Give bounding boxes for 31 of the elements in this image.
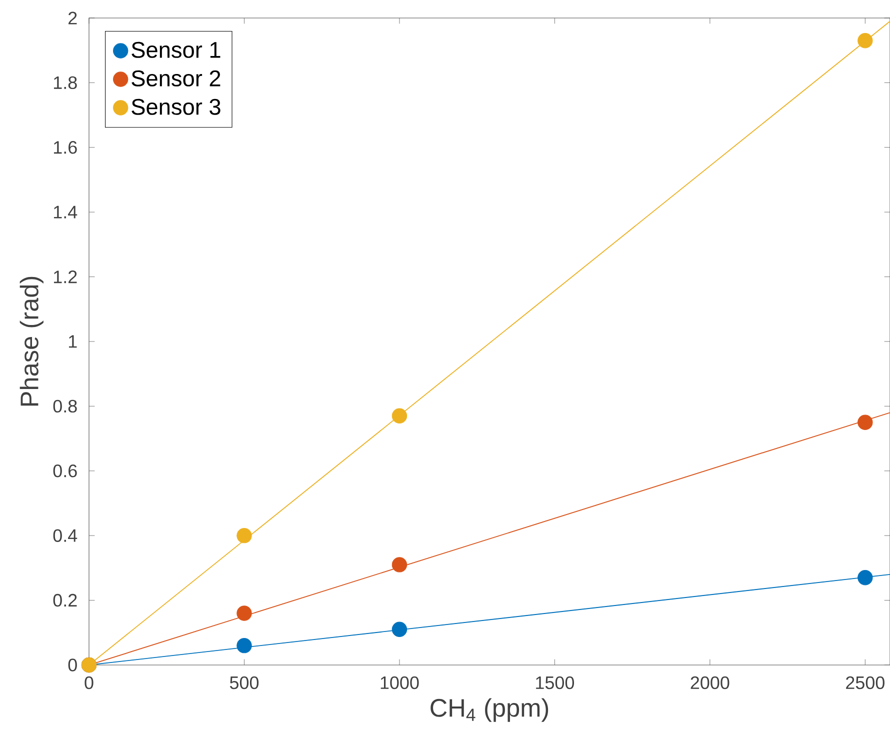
y-tick-label: 1 <box>68 335 77 348</box>
y-tick-label: 1.6 <box>54 141 77 154</box>
x-tick-label: 500 <box>230 676 259 690</box>
legend-label: Sensor 3 <box>132 98 220 115</box>
point <box>392 408 408 424</box>
y-tick-label: 1.2 <box>54 270 77 284</box>
x-tick-label: 2500 <box>846 676 884 690</box>
x-tick-label: 0 <box>84 676 94 690</box>
y-tick-label: 0.6 <box>53 464 77 478</box>
y-tick-label: 2 <box>68 12 77 24</box>
x-tick-label: 1500 <box>536 676 574 690</box>
point <box>858 33 873 48</box>
y-tick-label: 1.8 <box>54 76 77 90</box>
y-tick-label: 0.4 <box>53 529 78 542</box>
y-tick-label: 0 <box>68 658 77 672</box>
legend-label: Sensor 2 <box>132 70 220 86</box>
point <box>236 638 252 654</box>
point <box>858 414 873 430</box>
point <box>858 570 873 586</box>
x-axis-title: CH$_{4}$ (ppm) <box>430 698 548 722</box>
x-tick-label: 1000 <box>380 676 419 690</box>
point <box>392 622 408 638</box>
legend-label: Sensor 1 <box>132 42 220 58</box>
point <box>236 528 252 544</box>
point <box>236 606 252 621</box>
x-tick-label: 2000 <box>690 676 730 690</box>
y-tick-label: 1.4 <box>54 206 78 218</box>
point <box>392 557 408 572</box>
y-tick-label: 0.2 <box>53 594 77 607</box>
y-axis-title: Phase (rad) <box>20 276 44 406</box>
y-tick-label: 0.8 <box>53 400 77 413</box>
